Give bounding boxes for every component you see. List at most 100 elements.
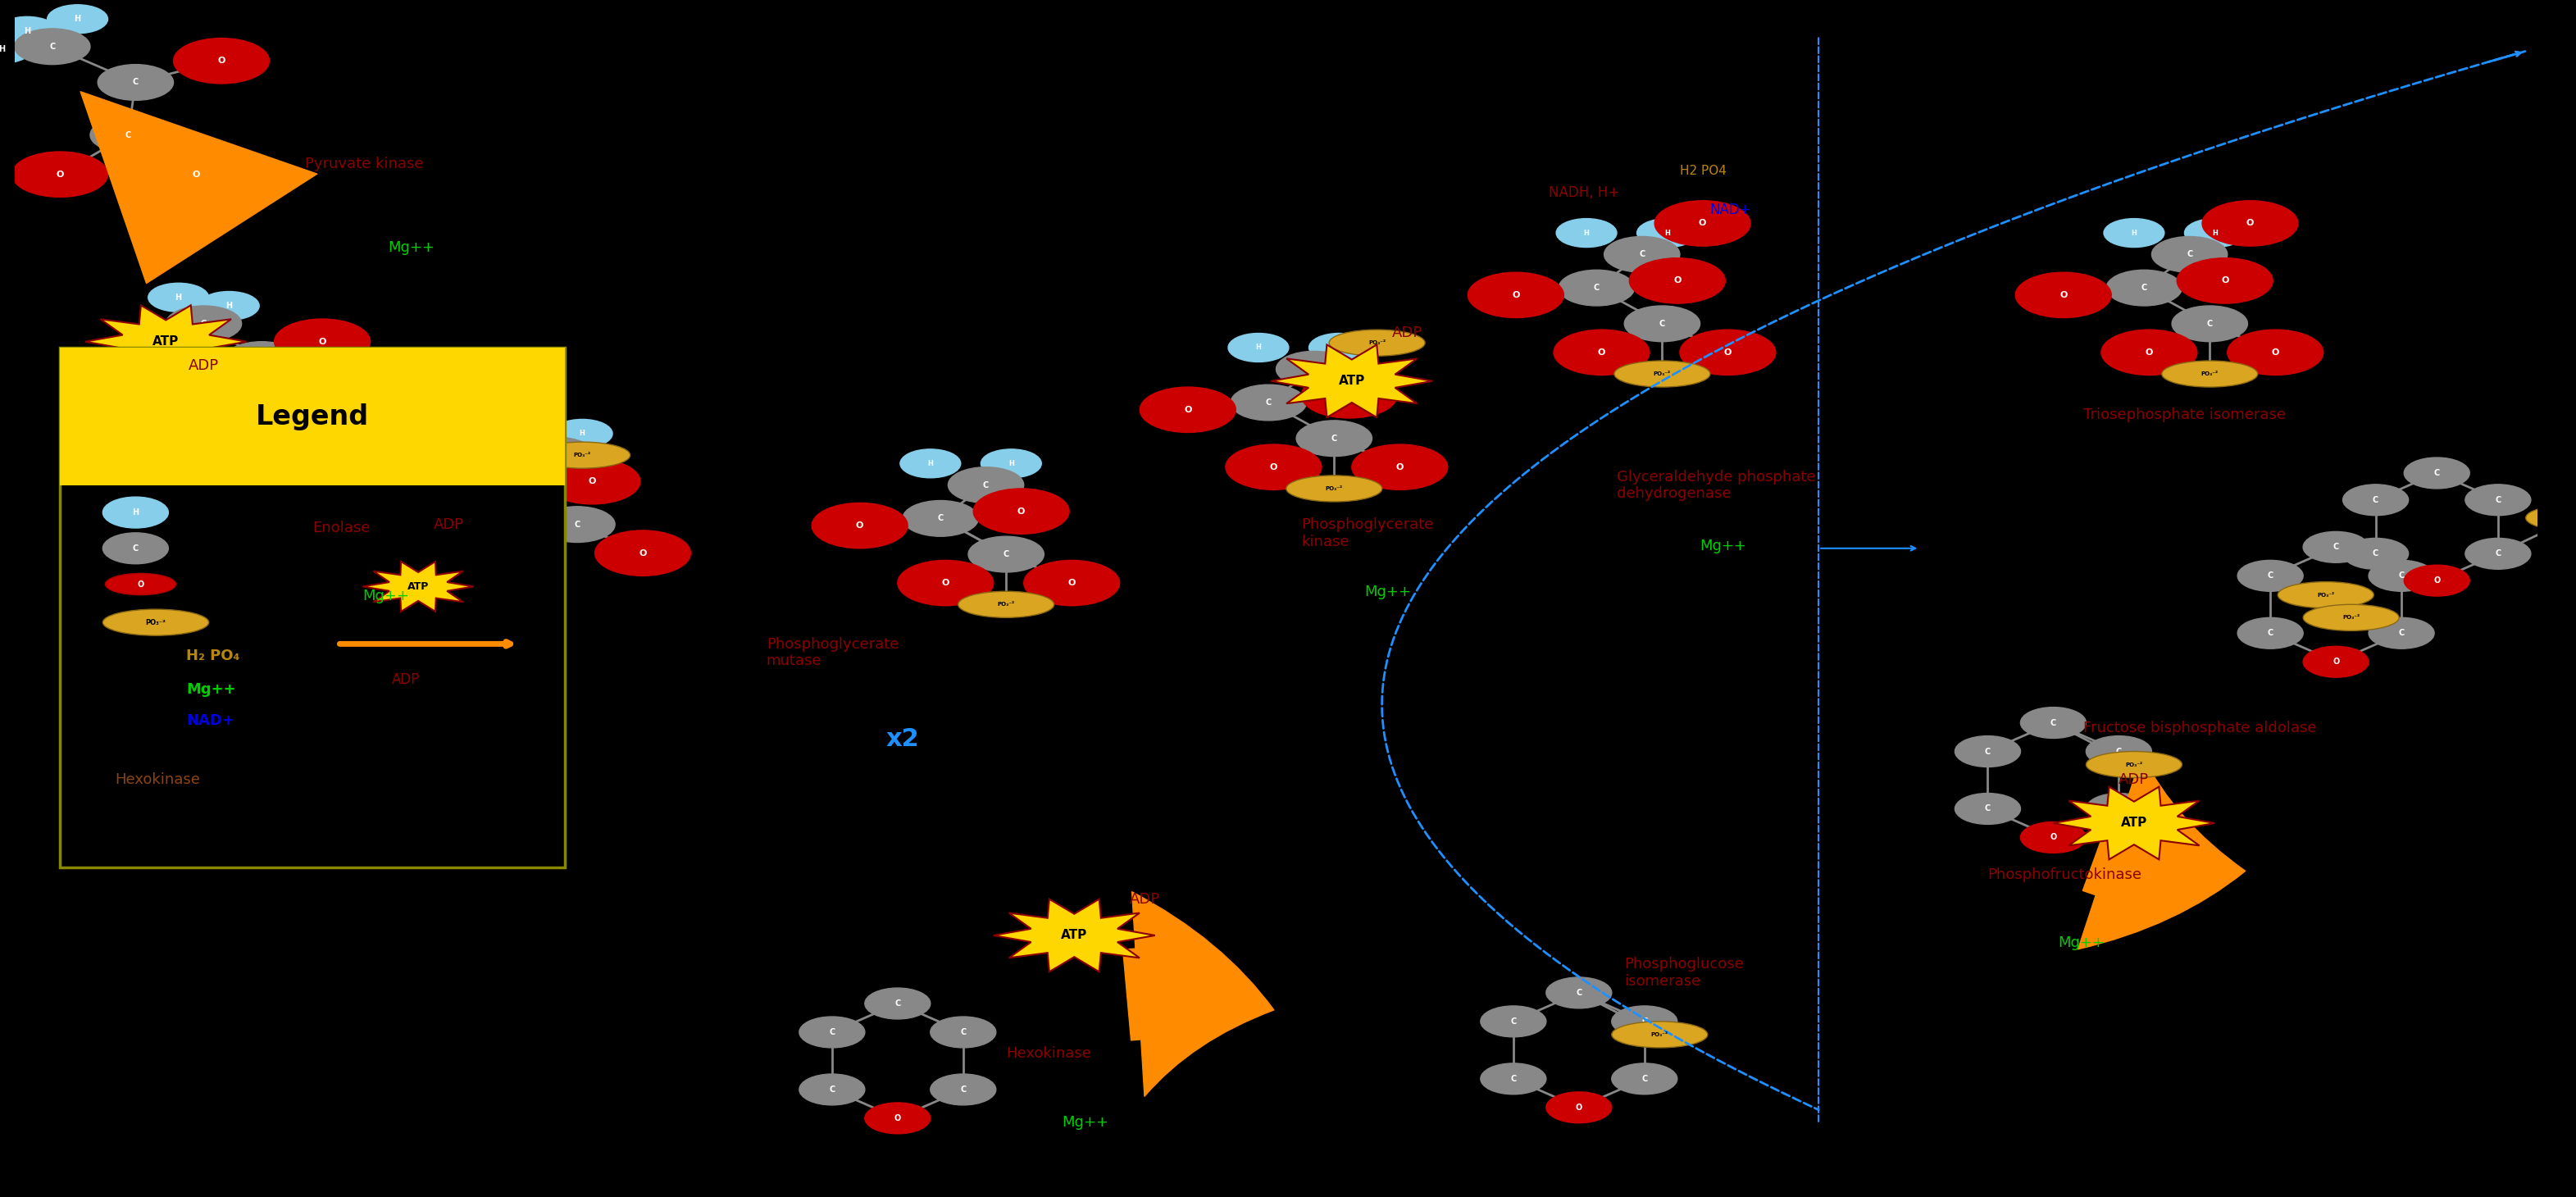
Text: ATP: ATP — [435, 559, 461, 571]
Text: C: C — [2434, 469, 2439, 478]
Polygon shape — [994, 899, 1154, 972]
Text: O: O — [587, 478, 595, 486]
Ellipse shape — [1613, 1021, 1708, 1047]
Circle shape — [90, 117, 165, 153]
Text: O: O — [57, 170, 64, 178]
Text: H: H — [1337, 344, 1342, 351]
Text: Mg++: Mg++ — [185, 682, 237, 697]
Circle shape — [595, 530, 690, 576]
Text: O: O — [2221, 277, 2228, 285]
Text: O: O — [2146, 348, 2154, 357]
Text: Hexokinase: Hexokinase — [116, 773, 201, 788]
Text: O: O — [1597, 348, 1605, 357]
Text: PO₃⁻²: PO₃⁻² — [1368, 340, 1386, 345]
Text: PO₃⁻²: PO₃⁻² — [2200, 371, 2218, 376]
Circle shape — [799, 1074, 866, 1105]
Circle shape — [2102, 329, 2197, 375]
Circle shape — [2184, 219, 2246, 248]
Text: O: O — [1723, 348, 1731, 357]
Circle shape — [384, 473, 479, 518]
Circle shape — [866, 988, 930, 1019]
Text: NADH, H+: NADH, H+ — [1548, 184, 1620, 200]
Text: H: H — [23, 26, 31, 35]
Text: ADP: ADP — [392, 673, 420, 687]
Circle shape — [2202, 201, 2298, 247]
Circle shape — [2342, 539, 2409, 570]
Ellipse shape — [958, 591, 1054, 618]
Circle shape — [1301, 372, 1396, 418]
Circle shape — [1680, 329, 1775, 375]
Text: H: H — [1584, 229, 1589, 237]
Text: PO₃⁻²: PO₃⁻² — [2342, 615, 2360, 620]
Text: C: C — [1577, 989, 1582, 997]
Circle shape — [2014, 273, 2112, 317]
Text: NAD+: NAD+ — [185, 713, 234, 728]
Text: C: C — [1984, 747, 1991, 755]
Circle shape — [1558, 271, 1633, 305]
Text: C: C — [258, 356, 265, 364]
Text: O: O — [2272, 348, 2280, 357]
Circle shape — [1955, 794, 2020, 825]
Circle shape — [15, 29, 90, 65]
Text: C: C — [2372, 496, 2378, 504]
Text: O: O — [2331, 657, 2339, 666]
Circle shape — [98, 65, 173, 101]
Text: H: H — [2130, 229, 2138, 237]
Text: NAD+: NAD+ — [1710, 202, 1752, 218]
Text: Phosphoglycerate
kinase: Phosphoglycerate kinase — [1301, 517, 1435, 549]
Text: C: C — [2496, 549, 2501, 558]
Text: O: O — [513, 549, 520, 557]
Text: H: H — [580, 430, 585, 437]
Text: ADP: ADP — [2120, 773, 2148, 788]
Text: C: C — [2208, 320, 2213, 328]
Text: C: C — [201, 320, 206, 328]
Circle shape — [899, 449, 961, 478]
Text: ATP: ATP — [2120, 818, 2148, 830]
Text: O: O — [943, 579, 951, 587]
Text: O: O — [428, 492, 435, 500]
Text: ATP: ATP — [407, 582, 430, 591]
Circle shape — [1553, 329, 1649, 375]
Circle shape — [866, 1102, 930, 1134]
Circle shape — [1023, 560, 1121, 606]
Text: C: C — [2187, 250, 2192, 259]
Circle shape — [1631, 259, 1726, 303]
Circle shape — [2105, 219, 2164, 248]
Circle shape — [974, 488, 1069, 534]
Circle shape — [1546, 977, 1613, 1008]
Text: C: C — [2267, 572, 2272, 579]
Circle shape — [2303, 646, 2370, 678]
Circle shape — [1955, 736, 2020, 767]
Text: H: H — [131, 509, 139, 517]
Text: C: C — [574, 521, 580, 529]
Circle shape — [1481, 1063, 1546, 1094]
Text: Mg++: Mg++ — [1061, 1114, 1108, 1130]
Circle shape — [2107, 271, 2182, 305]
Circle shape — [2172, 305, 2249, 341]
Text: C: C — [2141, 284, 2146, 292]
Text: Mg++: Mg++ — [1700, 539, 1747, 553]
Text: ATP: ATP — [152, 335, 180, 348]
Text: C: C — [131, 78, 139, 86]
Circle shape — [948, 467, 1023, 503]
Circle shape — [2342, 485, 2409, 516]
Circle shape — [124, 399, 219, 444]
Circle shape — [2239, 560, 2303, 591]
Text: O: O — [1698, 219, 1705, 227]
Text: ADP: ADP — [188, 358, 219, 373]
Circle shape — [1229, 333, 1288, 361]
Text: C: C — [1265, 399, 1273, 407]
Text: C: C — [1984, 804, 1991, 813]
Circle shape — [103, 497, 167, 528]
Circle shape — [969, 536, 1043, 572]
Circle shape — [224, 341, 299, 377]
Text: O: O — [855, 522, 863, 530]
Text: H: H — [927, 460, 933, 467]
Circle shape — [1468, 273, 1564, 317]
Circle shape — [1275, 351, 1352, 387]
Text: C: C — [234, 397, 240, 406]
Text: Mg++: Mg++ — [389, 241, 435, 255]
Circle shape — [149, 152, 245, 198]
Text: PO₃⁻²: PO₃⁻² — [1651, 1032, 1669, 1037]
Text: H: H — [1007, 460, 1015, 467]
